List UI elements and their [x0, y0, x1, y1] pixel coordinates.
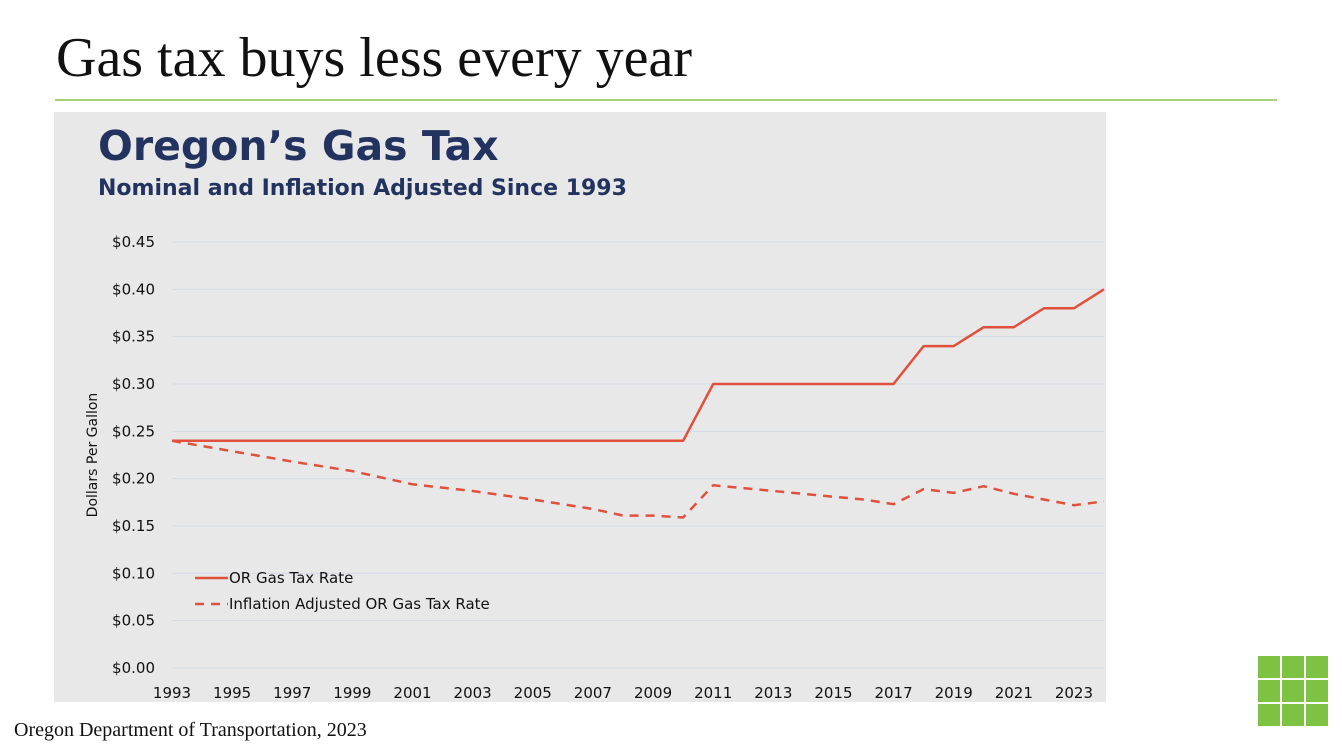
chart-subtitle: Nominal and Inflation Adjusted Since 199… [98, 176, 627, 201]
legend-label: OR Gas Tax Rate [229, 569, 353, 587]
y-tick-label: $0.35 [112, 328, 155, 346]
y-axis-label: Dollars Per Gallon [85, 393, 101, 518]
chart-title: Oregon’s Gas Tax [98, 122, 499, 170]
y-tick-label: $0.45 [112, 233, 155, 251]
x-tick-label: 2007 [574, 684, 612, 702]
x-tick-label: 2015 [814, 684, 852, 702]
slide-title: Gas tax buys less every year [56, 27, 693, 89]
source-credit: Oregon Department of Transportation, 202… [14, 719, 367, 741]
x-tick-label: 2021 [995, 684, 1033, 702]
x-tick-label: 2019 [935, 684, 973, 702]
line-chart: $0.00 $0.05 $0.10 $0.15 $0.20 $0.25 $0.30 $0.35… [85, 233, 1105, 702]
x-tick-label: 2013 [754, 684, 792, 702]
inflation-adjusted-series-line [171, 439, 1105, 519]
x-tick-label: 1999 [333, 684, 371, 702]
x-tick-label: 2009 [634, 684, 672, 702]
y-tick-label: $0.10 [112, 564, 155, 582]
y-tick-label: $0.15 [112, 517, 155, 535]
x-tick-label: 2017 [874, 684, 912, 702]
y-tick-label: $0.25 [112, 422, 155, 440]
x-tick-label: 1995 [213, 684, 251, 702]
x-tick-label: 2011 [694, 684, 732, 702]
x-tick-label: 2005 [514, 684, 552, 702]
y-tick-label: $0.00 [112, 659, 155, 677]
y-tick-label: $0.40 [112, 280, 155, 298]
x-tick-label: 2023 [1055, 684, 1093, 702]
title-divider [55, 99, 1277, 101]
x-tick-label: 2001 [393, 684, 431, 702]
y-tick-label: $0.30 [112, 375, 155, 393]
x-tick-label: 1997 [273, 684, 311, 702]
x-tick-label: 1993 [153, 684, 191, 702]
chart-panel: Oregon’s Gas Tax Nominal and Inflation A… [54, 112, 1106, 702]
legend-label: Inflation Adjusted OR Gas Tax Rate [229, 595, 490, 613]
nominal-series-line [172, 288, 1105, 443]
y-tick-label: $0.20 [112, 470, 155, 488]
y-tick-label: $0.05 [112, 612, 155, 630]
x-tick-label: 2003 [454, 684, 492, 702]
green-grid-logo-icon [1258, 656, 1328, 726]
